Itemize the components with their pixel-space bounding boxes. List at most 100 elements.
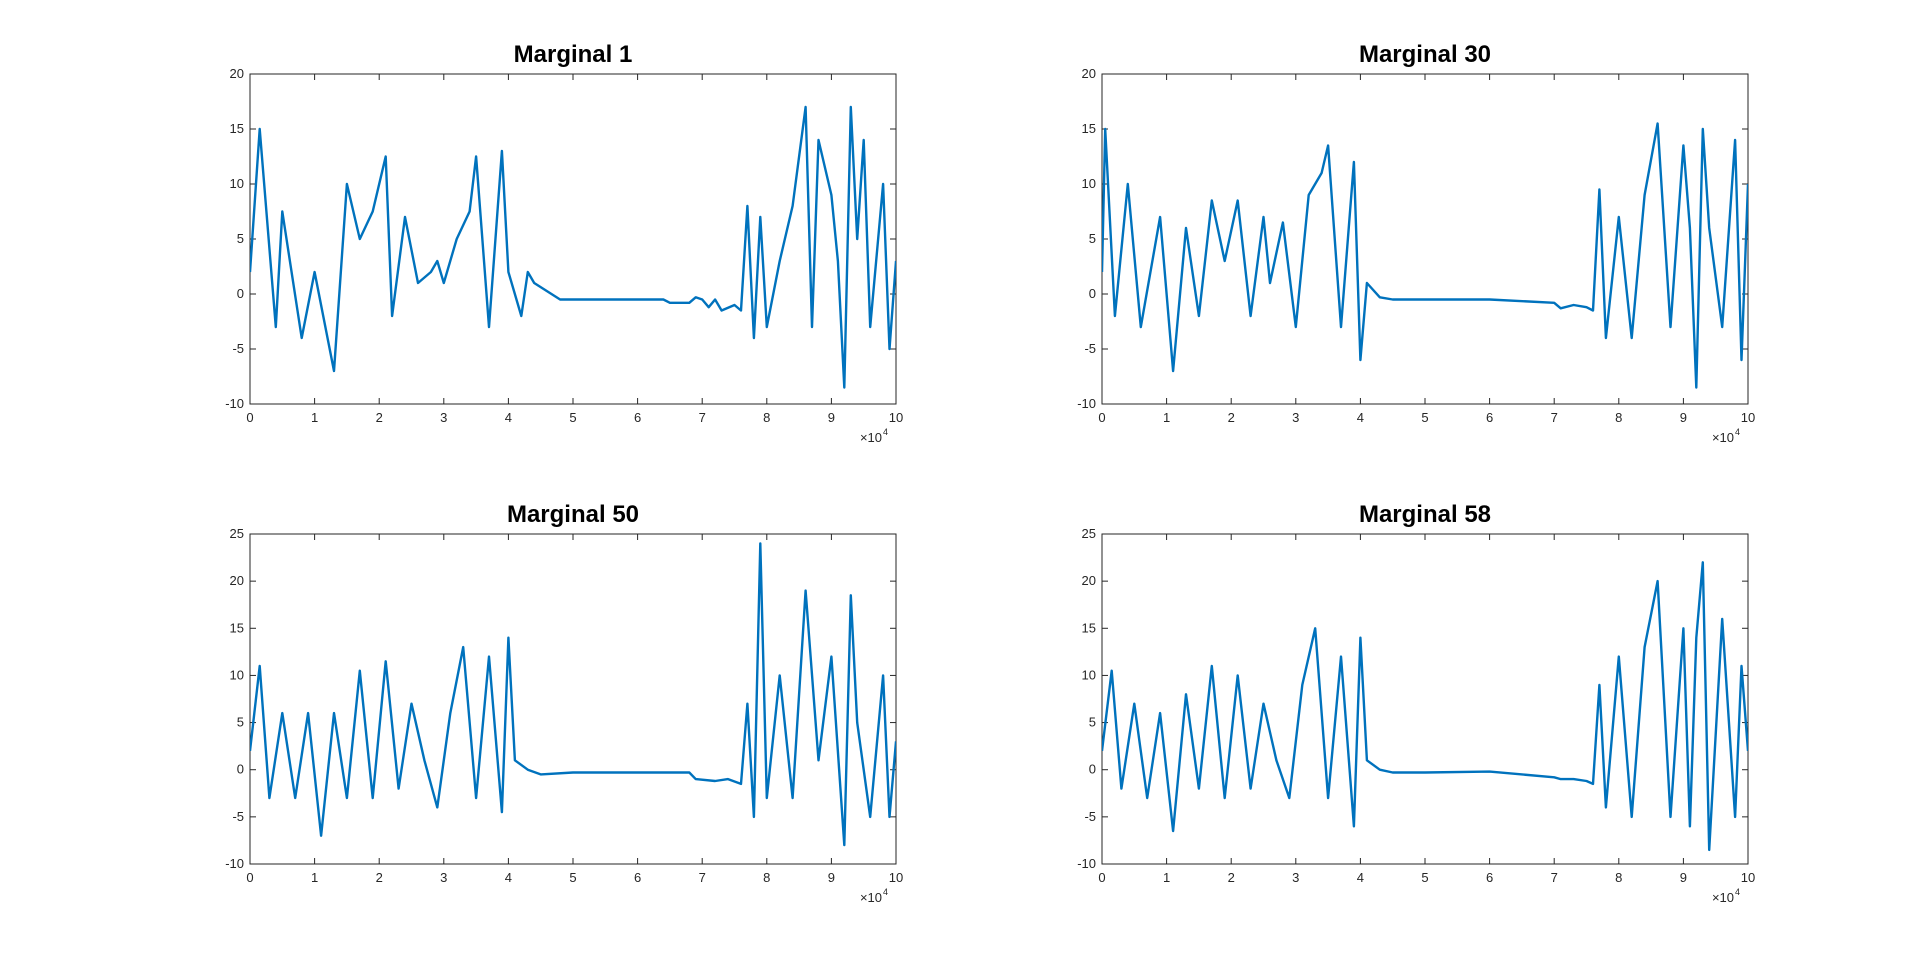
x-tick-label: 10 (889, 870, 903, 885)
x-exponent-label: ×10 (860, 430, 882, 445)
y-tick-label: 10 (230, 667, 244, 682)
x-exponent-power: 4 (883, 427, 888, 437)
series-line (250, 542, 896, 847)
y-tick-label: 25 (1082, 526, 1096, 541)
y-tick-label: -10 (1077, 396, 1096, 411)
y-tick-label: -5 (232, 809, 244, 824)
y-tick-label: 0 (237, 286, 244, 301)
y-tick-label: 20 (230, 66, 244, 81)
y-tick-label: 15 (1082, 620, 1096, 635)
x-exponent-base: ×10 (1712, 890, 1734, 905)
x-tick-label: 10 (1741, 410, 1755, 425)
x-tick-label: 3 (440, 410, 447, 425)
axes-box (1101, 533, 1749, 865)
y-tick-label: 20 (1082, 66, 1096, 81)
y-tick-label: 0 (237, 762, 244, 777)
x-tick-label: 9 (828, 870, 835, 885)
x-tick-label: 4 (1357, 870, 1364, 885)
y-tick-label: 15 (230, 121, 244, 136)
x-exponent-power: 4 (1735, 887, 1740, 897)
y-tick-label: 20 (230, 573, 244, 588)
x-tick-label: 0 (1098, 870, 1105, 885)
y-tick-label: 20 (1082, 573, 1096, 588)
x-tick-label: 4 (505, 870, 512, 885)
x-tick-label: 0 (246, 870, 253, 885)
x-tick-label: 5 (569, 410, 576, 425)
x-tick-label: 9 (1680, 410, 1687, 425)
y-tick-label: 10 (1082, 176, 1096, 191)
x-tick-label: 0 (246, 410, 253, 425)
y-tick-label: 5 (1089, 715, 1096, 730)
x-tick-label: 5 (1421, 870, 1428, 885)
x-tick-label: 6 (634, 410, 641, 425)
x-tick-label: 5 (1421, 410, 1428, 425)
x-exponent-label: ×10 (1712, 890, 1734, 905)
x-tick-label: 5 (569, 870, 576, 885)
x-tick-label: 2 (1228, 870, 1235, 885)
x-exponent-base: ×10 (860, 890, 882, 905)
x-tick-label: 10 (889, 410, 903, 425)
subplot-3: Marginal 50 0 1 2 3 4 5 6 7 8 9 10 -10 -5 0 5 10 15 20 25 ×1… (225, 501, 903, 905)
x-tick-label: 2 (1228, 410, 1235, 425)
x-tick-label: 4 (505, 410, 512, 425)
x-tick-label: 1 (1163, 410, 1170, 425)
x-tick-label: 8 (763, 870, 770, 885)
y-tick-label: -10 (1077, 856, 1096, 871)
series-line (250, 105, 896, 389)
y-tick-label: 5 (237, 231, 244, 246)
y-tick-label: 25 (230, 526, 244, 541)
x-tick-label: 7 (699, 410, 706, 425)
x-tick-label: 8 (763, 410, 770, 425)
x-tick-label: 6 (634, 870, 641, 885)
x-exponent-base: ×10 (1712, 430, 1734, 445)
x-tick-label: 8 (1615, 870, 1622, 885)
y-tick-label: 10 (1082, 667, 1096, 682)
axes-box (249, 73, 897, 405)
y-tick-label: -5 (1084, 341, 1096, 356)
x-tick-label: 7 (1551, 870, 1558, 885)
series-line (1102, 561, 1748, 852)
x-tick-label: 9 (1680, 870, 1687, 885)
y-tick-label: 0 (1089, 286, 1096, 301)
y-tick-label: 0 (1089, 762, 1096, 777)
x-tick-label: 9 (828, 410, 835, 425)
series-line (1102, 122, 1748, 389)
x-tick-label: 7 (1551, 410, 1558, 425)
x-tick-label: 2 (376, 870, 383, 885)
y-tick-label: 5 (1089, 231, 1096, 246)
chart-title: Marginal 30 (1359, 41, 1491, 68)
x-tick-label: 3 (1292, 410, 1299, 425)
x-exponent-power: 4 (883, 887, 888, 897)
chart-title: Marginal 58 (1359, 501, 1491, 528)
y-tick-label: -5 (1084, 809, 1096, 824)
x-tick-label: 4 (1357, 410, 1364, 425)
axes-box (1101, 73, 1749, 405)
x-exponent-power: 4 (1735, 427, 1740, 437)
x-tick-label: 1 (311, 870, 318, 885)
y-tick-label: 15 (230, 620, 244, 635)
subplot-4: Marginal 58 0 1 2 3 4 5 6 7 8 9 10 -10 -5 0 5 10 15 20 25 ×1… (1077, 501, 1755, 905)
x-tick-label: 2 (376, 410, 383, 425)
chart-title: Marginal 1 (514, 41, 633, 68)
x-tick-label: 3 (440, 870, 447, 885)
x-tick-label: 6 (1486, 410, 1493, 425)
x-tick-label: 7 (699, 870, 706, 885)
y-tick-label: -5 (232, 341, 244, 356)
y-tick-label: -10 (225, 856, 244, 871)
y-tick-label: 15 (1082, 121, 1096, 136)
x-tick-label: 1 (311, 410, 318, 425)
y-tick-label: 5 (237, 715, 244, 730)
chart-title: Marginal 50 (507, 501, 639, 528)
y-tick-label: -10 (225, 396, 244, 411)
x-exponent-base: ×10 (860, 430, 882, 445)
x-tick-label: 6 (1486, 870, 1493, 885)
x-exponent-label: ×10 (1712, 430, 1734, 445)
x-tick-label: 1 (1163, 870, 1170, 885)
x-tick-label: 3 (1292, 870, 1299, 885)
x-tick-label: 8 (1615, 410, 1622, 425)
x-exponent-label: ×10 (860, 890, 882, 905)
x-tick-label: 10 (1741, 870, 1755, 885)
